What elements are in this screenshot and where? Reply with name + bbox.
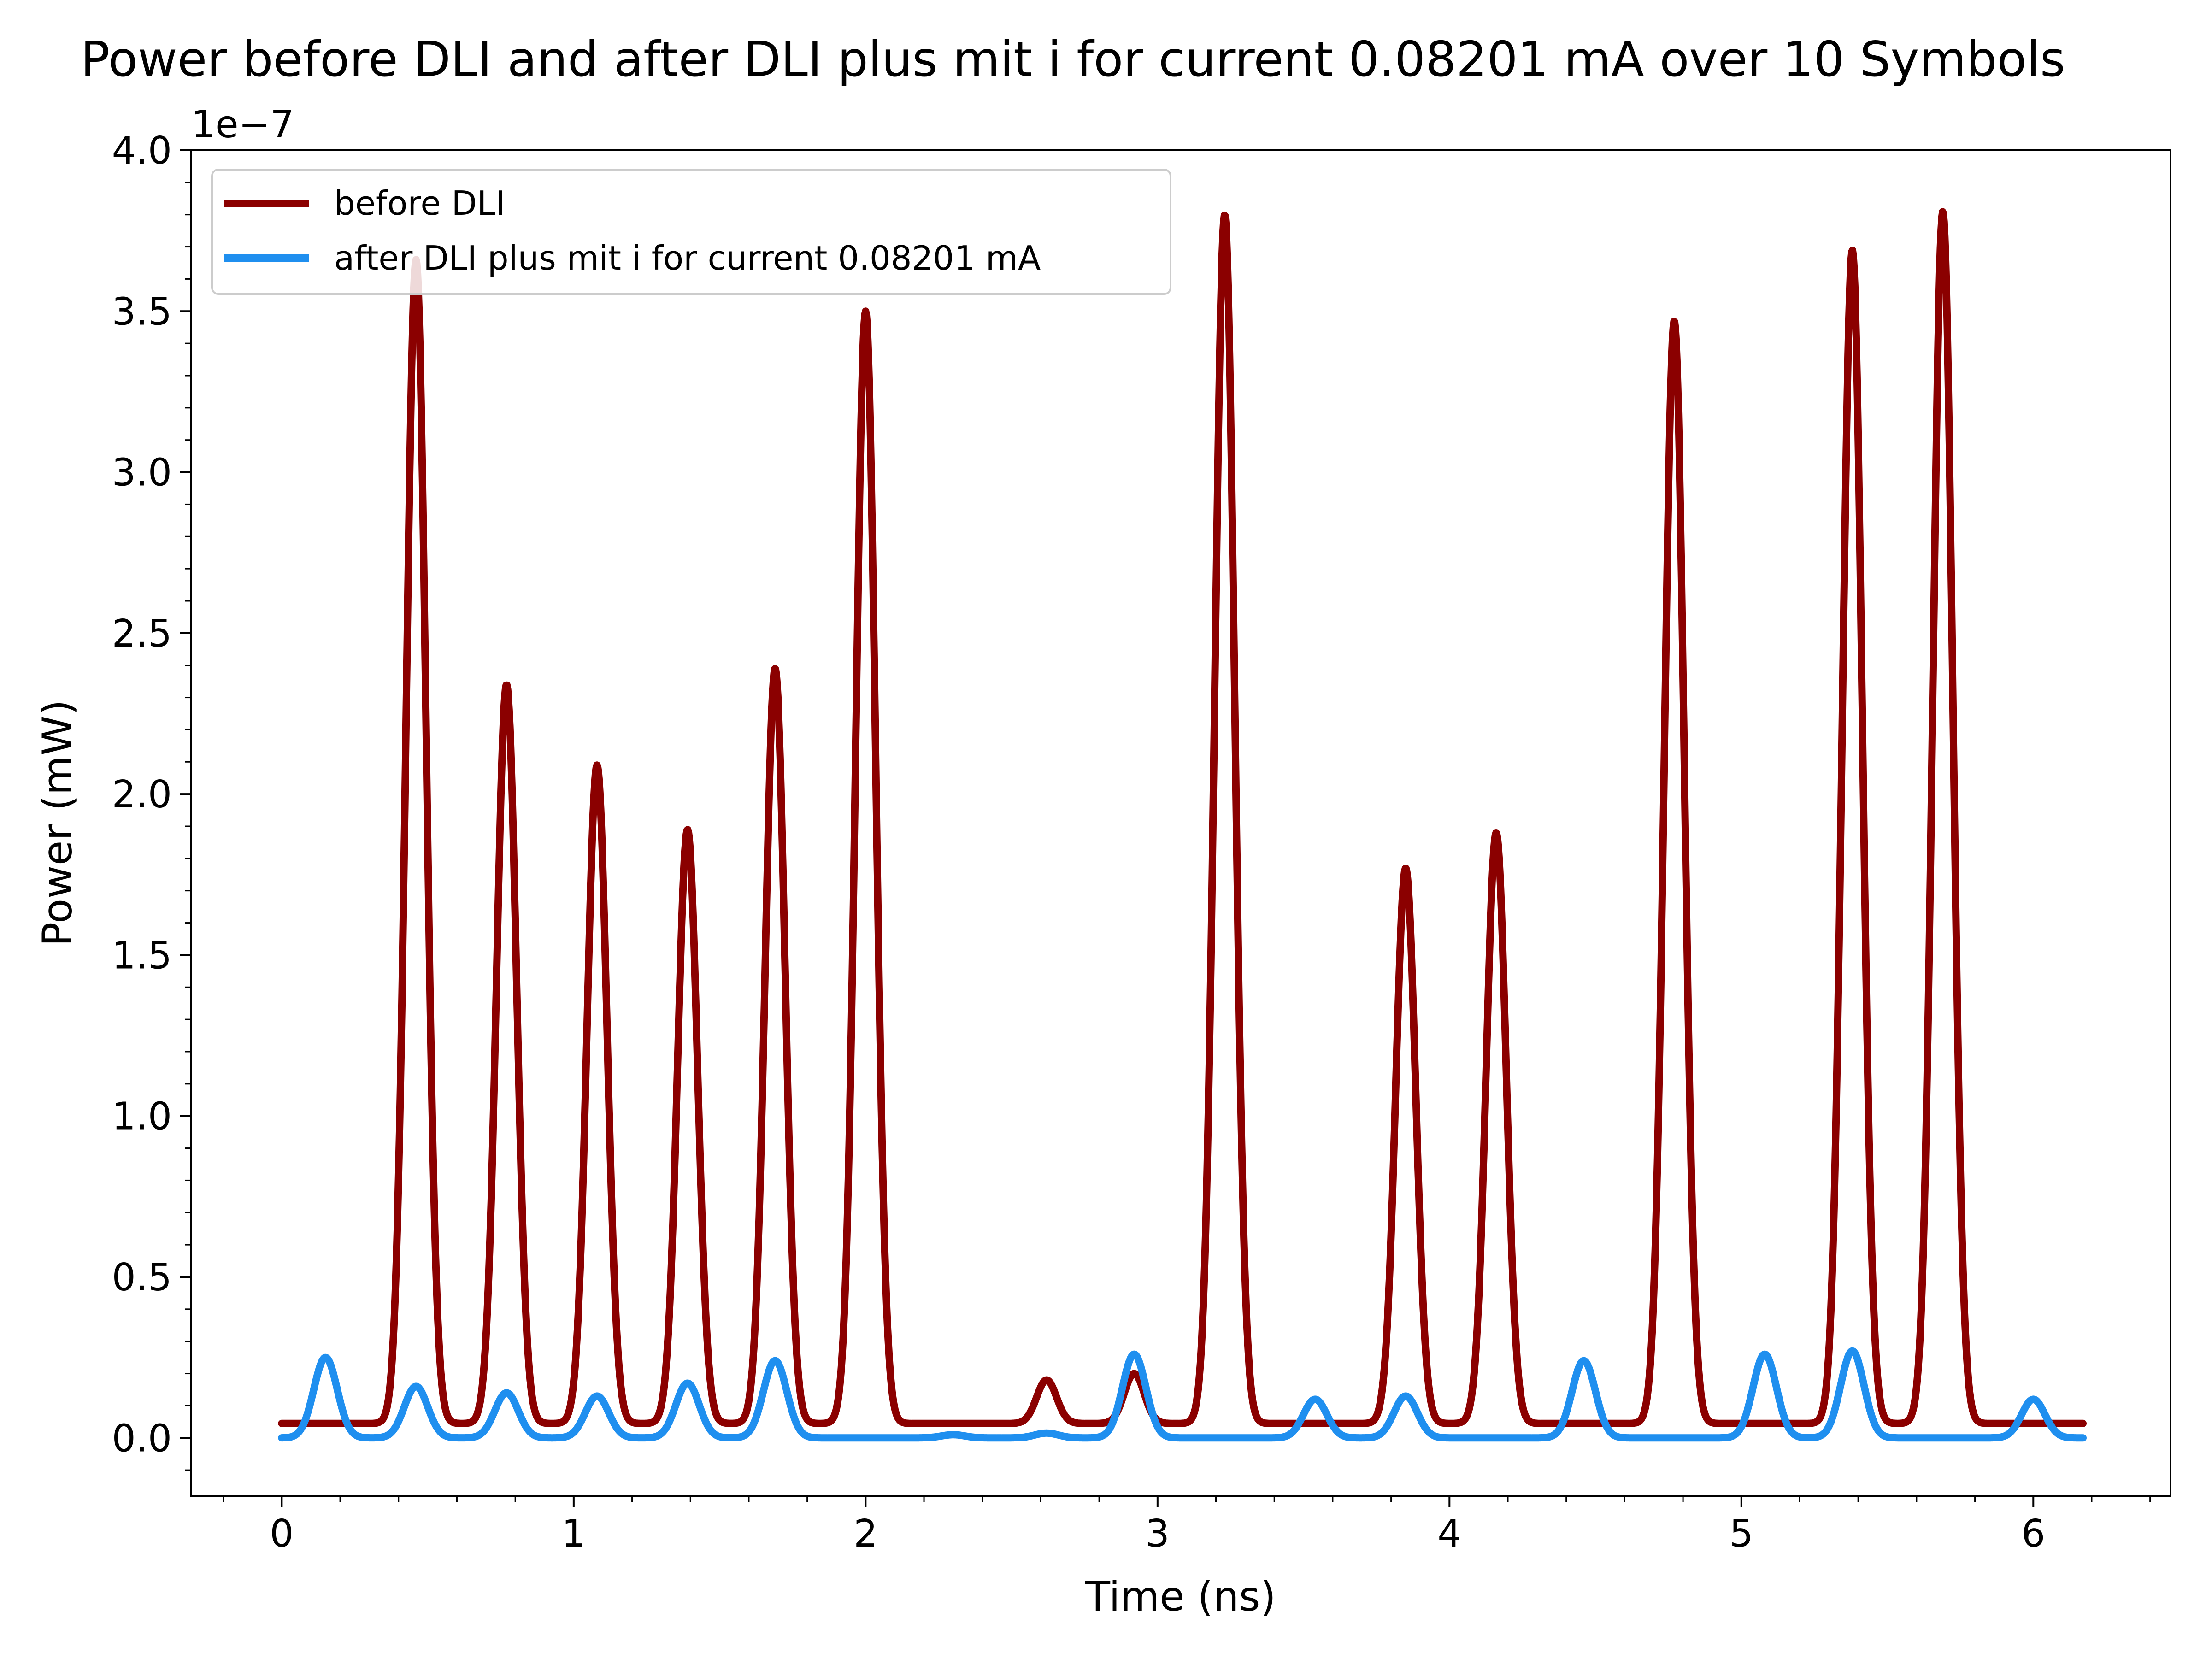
x-tick-label: 1: [562, 1512, 586, 1556]
plot-frame: [190, 149, 2171, 1497]
legend-label-before-dli: before DLI: [334, 184, 505, 223]
y-tick-label: 1.0: [112, 1095, 172, 1139]
y-axis: 0.0 0.5 1.0 1.5 2.0 2.5 3.0 3.5 4.0: [112, 129, 191, 1471]
chart-title: Power before DLI and after DLI plus mit …: [81, 31, 2065, 88]
x-tick-label: 2: [853, 1512, 877, 1556]
y-tick-label: 2.5: [112, 612, 172, 656]
legend-box: [211, 169, 1171, 295]
x-tick-label: 4: [1437, 1512, 1461, 1556]
y-tick-label: 2.0: [112, 773, 172, 817]
y-tick-label: 0.5: [112, 1256, 172, 1300]
y-axis-label: Power (mW): [34, 700, 81, 946]
x-axis-label: Time (ns): [1085, 1573, 1276, 1620]
legend-label-after-dli: after DLI plus mit i for current 0.08201…: [334, 239, 1041, 277]
y-tick-label: 0.0: [112, 1417, 172, 1460]
x-tick-label: 6: [2021, 1512, 2045, 1556]
legend: before DLI after DLI plus mit i for curr…: [211, 169, 1171, 295]
x-tick-label: 0: [270, 1512, 294, 1556]
x-tick-label: 3: [1146, 1512, 1170, 1556]
y-tick-label: 4.0: [112, 129, 172, 173]
y-tick-label: 1.5: [112, 934, 172, 977]
x-axis: 0 1 2 3 4 5 6: [223, 1496, 2151, 1556]
plot-area: [190, 149, 2171, 1497]
y-tick-label: 3.5: [112, 290, 172, 334]
y-tick-label: 3.0: [112, 451, 172, 495]
series-layer: [278, 208, 2087, 1442]
y-offset-label: 1e−7: [191, 103, 294, 147]
x-tick-label: 5: [1730, 1512, 1753, 1556]
series-line-after-dli: [278, 1347, 2087, 1442]
